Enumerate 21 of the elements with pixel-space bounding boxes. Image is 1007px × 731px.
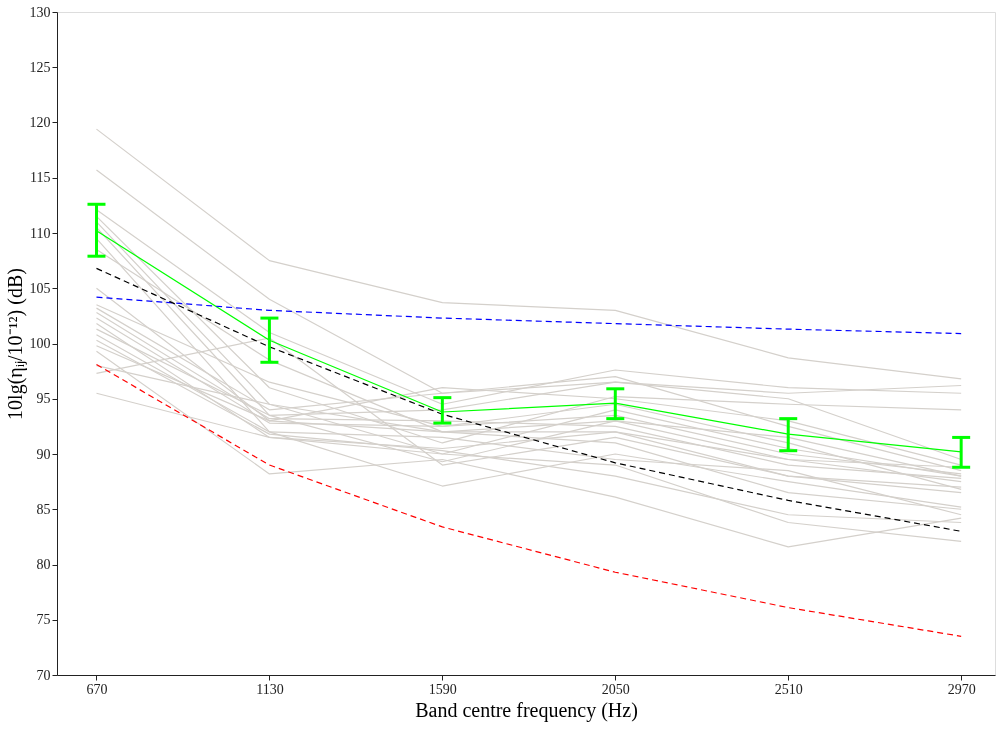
y-axis-title: 10lg(ηᵢⱼ/10⁻¹²) (dB)	[3, 268, 27, 420]
x-tick-label: 670	[86, 681, 108, 697]
x-tick-label: 2970	[947, 681, 976, 697]
y-tick-label: 100	[29, 336, 51, 351]
y-tick-label: 105	[29, 280, 51, 296]
y-tick-label: 125	[29, 59, 51, 75]
x-axis-title: Band centre frequency (Hz)	[415, 698, 638, 722]
y-tick-label: 120	[29, 115, 51, 130]
y-tick-label: 95	[36, 391, 51, 407]
y-tick-label: 90	[36, 446, 51, 462]
y-tick-label: 130	[29, 4, 51, 20]
x-tick-label: 1130	[256, 681, 284, 697]
y-tick-label: 115	[30, 170, 51, 186]
x-tick-label: 2050	[601, 681, 630, 697]
y-tick-label: 70	[36, 667, 51, 683]
x-tick-label: 2510	[774, 681, 803, 697]
x-tick-label: 1590	[428, 681, 457, 697]
y-tick-label: 110	[30, 225, 51, 241]
y-tick-label: 75	[36, 612, 51, 628]
y-tick-label: 80	[36, 557, 51, 572]
y-tick-label: 85	[36, 501, 51, 517]
